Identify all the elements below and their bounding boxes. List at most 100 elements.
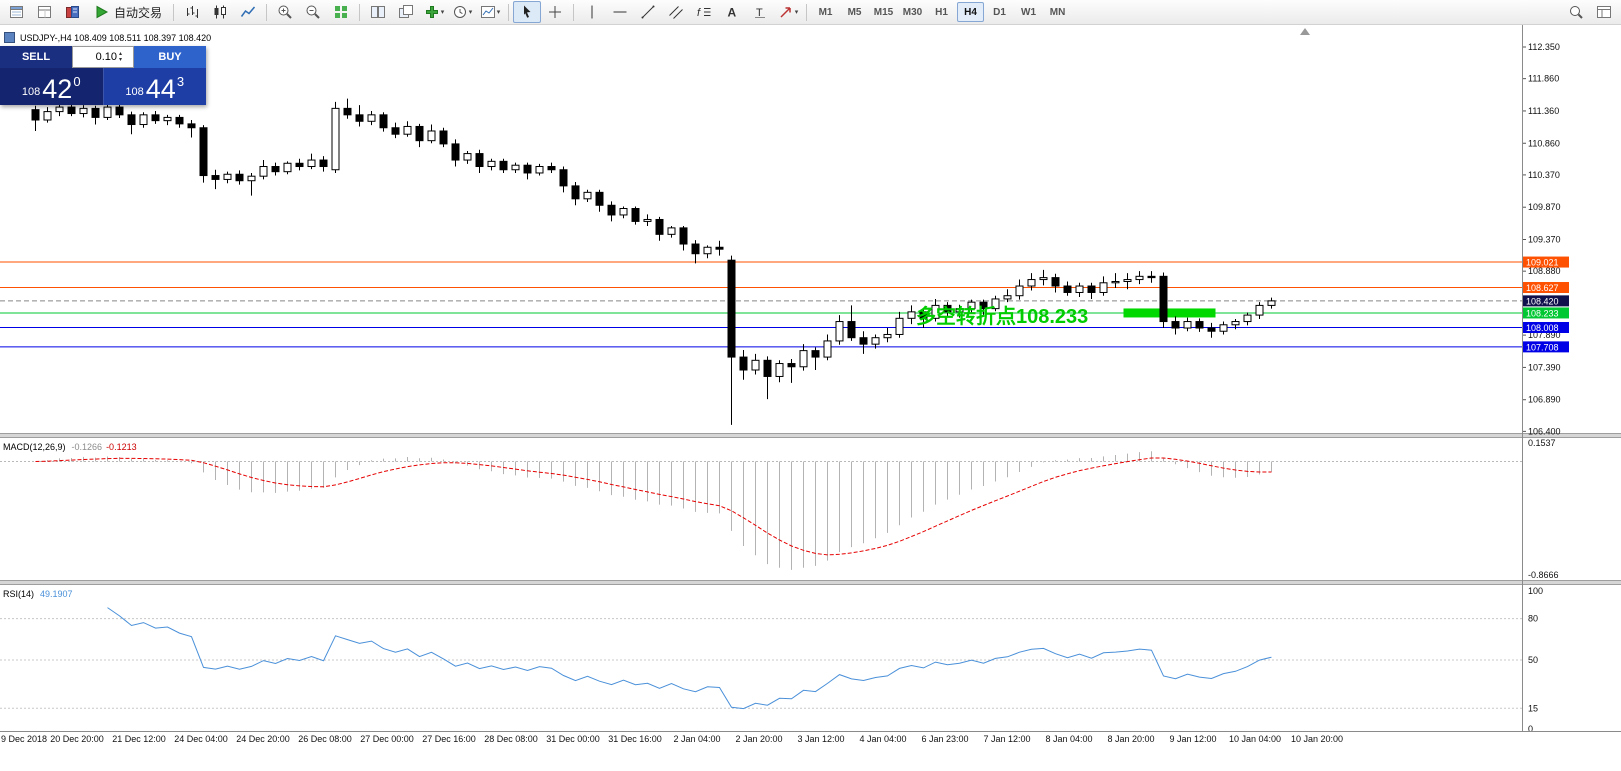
price-tick-label: 111.860 [1528, 74, 1559, 84]
rsi-scale-label: 0 [1528, 724, 1533, 734]
price-axis[interactable] [1523, 25, 1621, 732]
time-axis[interactable] [0, 732, 1621, 771]
vertical-line-button[interactable] [578, 1, 606, 23]
price-level-badge-label: 108.420 [1526, 296, 1559, 306]
time-tick-label: 9 Dec 2018 [1, 734, 47, 744]
grid-button[interactable] [327, 1, 355, 23]
stepper-up-icon[interactable]: ▴ [119, 51, 123, 57]
candlestick-chart-icon [212, 4, 228, 20]
timeframe-m30-button[interactable]: M30 [902, 6, 923, 18]
line-chart-button[interactable] [234, 1, 262, 23]
time-tick-label: 8 Jan 20:00 [1107, 734, 1154, 744]
tile-windows-button[interactable] [364, 1, 392, 23]
cursor-button[interactable] [513, 1, 542, 23]
price-level-badge [1523, 295, 1569, 307]
macd-histogram [47, 451, 1272, 570]
price-tick-label: 108.880 [1528, 266, 1561, 276]
price-tick-label: 107.890 [1528, 330, 1561, 340]
layout-button[interactable] [1590, 1, 1618, 23]
price-tick-label: 110.860 [1528, 138, 1560, 148]
zoom-out-button[interactable] [299, 1, 327, 23]
crosshair-button[interactable] [541, 1, 569, 23]
price-tick-label: 112.350 [1528, 42, 1560, 52]
lot-size-field: ▴▾ [72, 46, 134, 68]
main-chart-panel[interactable] [0, 25, 1522, 433]
turning-point-annotation[interactable]: 多空转折点108.233 [916, 304, 1088, 328]
svg-text:A: A [728, 6, 737, 20]
toolbar-separator [508, 3, 510, 21]
text-button[interactable]: A [718, 1, 746, 23]
macd-signal-line [35, 457, 1272, 556]
price-level-badge [1523, 282, 1569, 294]
toolbar: 自动交易 ▾ ▾ ▾ f A T ▾ M1 M5 M15 M30 H1 H4 D1 W1 MN [0, 0, 1621, 25]
lot-stepper[interactable]: ▴ ▾ [119, 51, 122, 63]
navigator-button[interactable] [59, 1, 87, 23]
price-level-badge [1523, 256, 1569, 268]
data-window-button[interactable] [31, 1, 59, 23]
vertical-line-icon [584, 4, 600, 20]
toolbar-separator [266, 3, 268, 21]
support-zone-bar[interactable] [1123, 308, 1216, 318]
timeframe-mn-button[interactable]: MN [1049, 6, 1066, 18]
label-button[interactable]: T [746, 1, 774, 23]
trendline-icon [640, 4, 656, 20]
macd-panel[interactable] [0, 438, 1522, 580]
cursor-icon [519, 4, 535, 20]
time-tick-label: 28 Dec 08:00 [484, 734, 538, 744]
buy-price[interactable]: 108 44 3 [103, 68, 206, 105]
timeframe-m5-button[interactable]: M5 [847, 6, 862, 18]
toolbar-separator [806, 3, 808, 21]
macd-scale-max: 0.1537 [1528, 438, 1556, 448]
scroll-marker[interactable] [1300, 28, 1310, 35]
price-level-badge [1523, 321, 1569, 333]
sell-price-sup: 0 [73, 74, 81, 89]
price-tick-label: 111.360 [1528, 106, 1559, 116]
panel-divider-rsi[interactable] [0, 580, 1621, 585]
timeframe-m15-button[interactable]: M15 [873, 6, 894, 18]
trendline-button[interactable] [634, 1, 662, 23]
grid-icon [333, 4, 349, 20]
candlestick-chart-button[interactable] [206, 1, 234, 23]
autotrading-button[interactable]: 自动交易 [87, 1, 169, 23]
autotrading-play-icon [94, 4, 110, 20]
chevron-down-icon: ▾ [496, 9, 501, 16]
sell-price[interactable]: 108 42 0 [0, 68, 103, 105]
search-button[interactable] [1562, 1, 1590, 23]
price-level-badge [1523, 307, 1569, 319]
timeframe-m1-button[interactable]: M1 [818, 6, 833, 18]
panel-divider-macd[interactable] [0, 433, 1621, 438]
timeframe-w1-button[interactable]: W1 [1021, 6, 1037, 18]
chevron-down-icon: ▾ [440, 9, 445, 16]
periods-button[interactable]: ▾ [448, 1, 476, 23]
price-level-badge [1523, 341, 1569, 353]
toolbar-separator [173, 3, 175, 21]
price-tick-label: 107.390 [1528, 362, 1561, 372]
layout-icon [1596, 4, 1612, 20]
timeframe-h4-button[interactable]: H4 [957, 2, 985, 22]
cascade-windows-button[interactable] [392, 1, 420, 23]
data-window-icon [37, 4, 53, 20]
time-tick-label: 10 Jan 20:00 [1291, 734, 1343, 744]
templates-button[interactable]: ▾ [476, 1, 504, 23]
chart-canvas[interactable]: 多空转折点108.233 0.1537 -0.8666 100 80 50 15 0 112.3… [0, 25, 1621, 771]
toolbar-right-group [1562, 1, 1618, 23]
rsi-panel[interactable] [0, 585, 1522, 731]
sell-button[interactable]: SELL [0, 46, 72, 68]
bar-chart-button[interactable] [178, 1, 206, 23]
fibonacci-button[interactable]: f [690, 1, 718, 23]
market-watch-button[interactable] [3, 1, 31, 23]
time-tick-label: 24 Dec 04:00 [174, 734, 228, 744]
timeframe-h1-button[interactable]: H1 [935, 6, 948, 18]
zoom-in-button[interactable] [271, 1, 299, 23]
lot-size-input[interactable] [73, 51, 119, 63]
indicators-button[interactable]: ▾ [420, 1, 448, 23]
arrows-button[interactable]: ▾ [774, 1, 802, 23]
horizontal-line-button[interactable] [606, 1, 634, 23]
candles [31, 98, 1276, 425]
buy-button[interactable]: BUY [134, 46, 206, 68]
time-tick-label: 20 Dec 20:00 [50, 734, 104, 744]
template-icon [480, 4, 496, 20]
channel-button[interactable] [662, 1, 690, 23]
stepper-down-icon[interactable]: ▾ [119, 57, 123, 63]
timeframe-d1-button[interactable]: D1 [993, 6, 1006, 18]
